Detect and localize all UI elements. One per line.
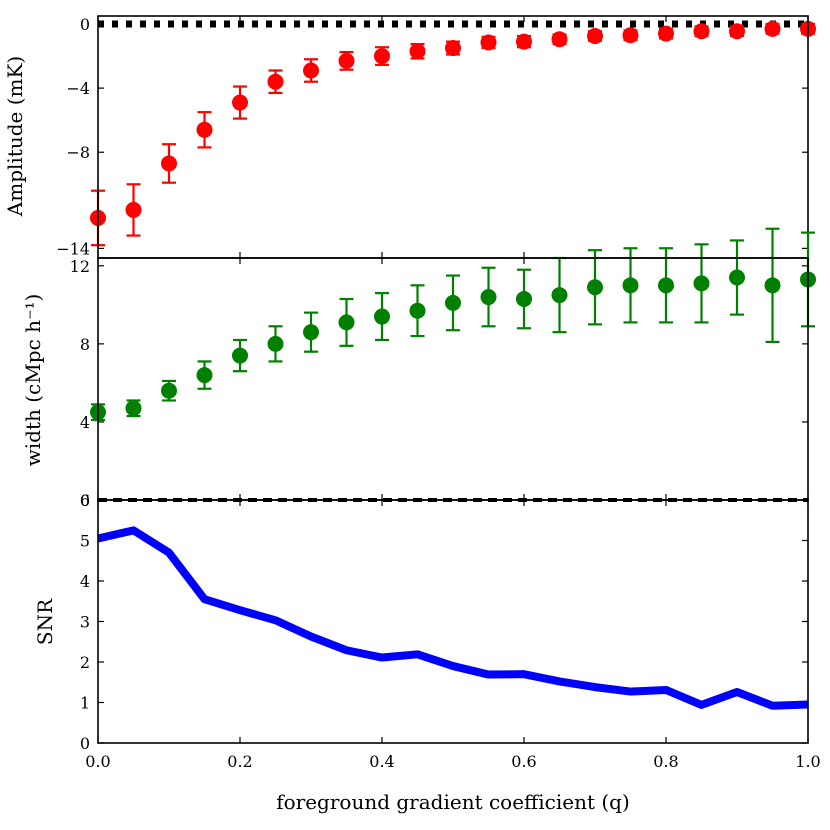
amplitude-point [480, 34, 497, 51]
snr-ytick-label: 5 [80, 532, 90, 551]
width-point [232, 347, 248, 364]
width-point [587, 279, 603, 296]
amplitude-point [303, 62, 319, 79]
width-point [267, 335, 284, 352]
amplitude-point [587, 28, 603, 45]
amplitude-point [764, 20, 781, 37]
snr-y-axis-label: SNR [33, 598, 57, 645]
x-tick-label: 0.0 [85, 752, 110, 771]
x-tick-label: 1.0 [795, 752, 820, 771]
amplitude-point [374, 48, 390, 65]
amplitude-panel: 0 −4 −8 −14 [56, 15, 816, 259]
amplitude-point [516, 33, 532, 50]
width-point [516, 290, 532, 307]
x-tick-label: 0.8 [653, 752, 678, 771]
amplitude-point [551, 31, 568, 48]
width-point [693, 275, 710, 292]
amplitude-ytick-label: −8 [66, 143, 90, 162]
amplitude-point [693, 23, 710, 40]
amplitude-point [125, 201, 142, 218]
width-point [161, 382, 177, 399]
amplitude-point [729, 23, 745, 40]
amplitude-point [409, 43, 426, 60]
x-axis-label: foreground gradient coefficient (q) [276, 790, 630, 814]
amplitude-ytick-label: −14 [56, 239, 90, 258]
amplitude-point [267, 73, 284, 90]
amplitude-point [658, 25, 674, 42]
width-point [622, 277, 639, 294]
width-point [764, 277, 781, 294]
width-point [374, 308, 390, 325]
amplitude-point [196, 121, 213, 138]
width-point [445, 294, 461, 311]
width-point [658, 277, 674, 294]
snr-panel: 0 1 2 3 4 5 6 0.0 0.2 0.4 0.6 0.8 1.0 [80, 491, 821, 771]
width-point [480, 289, 497, 306]
width-ytick-label: 8 [80, 335, 90, 354]
width-point [338, 314, 355, 331]
amplitude-y-axis-label: Amplitude (mK) [3, 56, 27, 217]
x-tick-label: 0.6 [511, 752, 536, 771]
amplitude-ytick-label: 0 [80, 15, 90, 34]
width-ytick-label: 4 [80, 413, 90, 432]
x-tick-label: 0.2 [227, 752, 252, 771]
snr-line [97, 526, 809, 710]
amplitude-ytick-label: −4 [66, 79, 90, 98]
snr-frame [97, 499, 809, 744]
width-y-axis-label: width (cMpc h⁻¹) [21, 294, 45, 467]
snr-ytick-label: 2 [80, 653, 90, 672]
snr-ytick-label: 4 [80, 572, 90, 591]
amplitude-point [161, 155, 177, 172]
snr-ytick-label: 6 [80, 491, 90, 510]
width-point [125, 400, 142, 417]
width-ytick-label: 12 [70, 257, 90, 276]
snr-ytick-label: 0 [80, 734, 90, 753]
width-ytick-label: 0 [80, 491, 90, 510]
amplitude-point [338, 52, 355, 69]
width-point [303, 324, 319, 341]
width-panel: 0 4 8 12 [70, 227, 816, 510]
width-point [409, 302, 426, 319]
x-tick-label: 0.4 [369, 752, 394, 771]
width-point [196, 367, 213, 384]
width-point [729, 269, 745, 286]
amplitude-point [232, 94, 248, 111]
amplitude-point [622, 27, 639, 44]
snr-ytick-label: 3 [80, 613, 90, 632]
width-point [551, 287, 568, 304]
snr-ytick-label: 1 [80, 694, 90, 713]
amplitude-point [445, 40, 461, 57]
